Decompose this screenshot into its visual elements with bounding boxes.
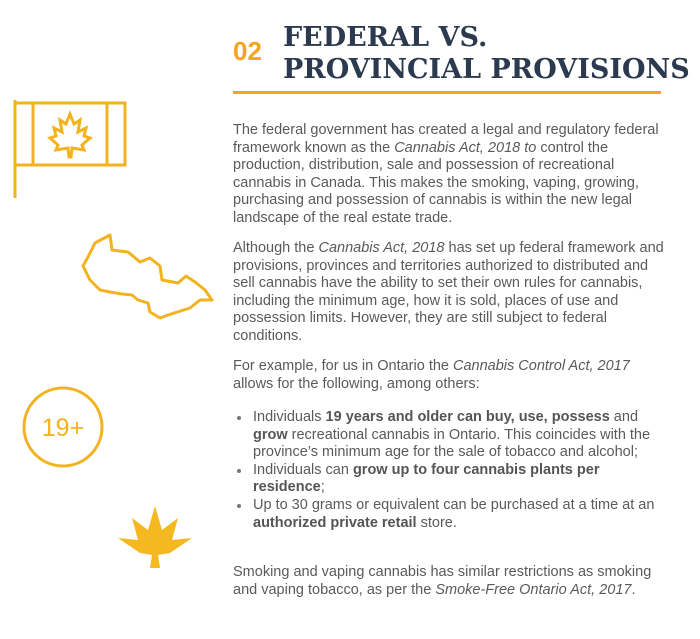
italic-text: Smoke-Free Ontario Act, 2017 bbox=[435, 581, 632, 598]
title-line: PROVINCIAL PROVISIONS bbox=[283, 54, 690, 85]
paragraph: For example, for us in Ontario the Canna… bbox=[233, 358, 665, 393]
cannabis-icon bbox=[118, 506, 192, 568]
flag-icon bbox=[13, 100, 127, 198]
text-run: Individuals bbox=[253, 409, 326, 425]
text-run: recreational cannabis in Ontario. This c… bbox=[253, 426, 651, 461]
section-number: 02 bbox=[233, 36, 262, 66]
text-run: Up to 30 grams or equivalent can be purc… bbox=[253, 496, 655, 513]
bullet-list: Individuals 19 years and older can buy, … bbox=[233, 409, 665, 532]
bullet-item: Individuals 19 years and older can buy, … bbox=[237, 409, 665, 462]
text-run: has set up federal framework and provisi… bbox=[233, 240, 664, 344]
bold-text: grow up to four cannabis plants per resi… bbox=[253, 461, 600, 496]
title-rule bbox=[233, 91, 661, 94]
paragraph: Although the Cannabis Act, 2018 has set … bbox=[233, 240, 665, 346]
text-run: control the production, distribution, sa… bbox=[233, 139, 639, 226]
ontario-icon bbox=[81, 233, 214, 320]
text-run: ; bbox=[320, 479, 325, 496]
title-line: FEDERAL VS. bbox=[283, 22, 488, 53]
bold-text: 19 years and older can buy, use, possess bbox=[325, 409, 610, 425]
text-run: The federal government has created a leg… bbox=[233, 122, 659, 156]
icons: 19+ bbox=[13, 100, 214, 568]
text-run: and bbox=[609, 409, 639, 425]
text-run: Although the bbox=[233, 240, 319, 256]
text-run: Smoking and vaping cannabis has similar … bbox=[233, 564, 652, 598]
text-run: store. bbox=[416, 514, 457, 531]
age-icon bbox=[22, 386, 104, 468]
bullet-item: Up to 30 grams or equivalent can be purc… bbox=[237, 496, 665, 532]
section-title: FEDERAL VS. PROVINCIAL PROVISIONS bbox=[283, 22, 690, 86]
bullet-item: Individuals can grow up to four cannabis… bbox=[237, 461, 665, 497]
italic-text: Cannabis Control Act, 2017 bbox=[453, 358, 630, 374]
bold-text: authorized private retail bbox=[253, 514, 417, 531]
italic-text: Cannabis Act, 2018 bbox=[318, 240, 445, 256]
italic-text: Cannabis Act, 2018 to bbox=[394, 139, 537, 156]
text-run: Individuals can bbox=[253, 461, 353, 478]
bold-text: grow bbox=[253, 426, 288, 443]
text-run: For example, for us in Ontario the bbox=[233, 358, 454, 374]
text-run: allows for the following, among others: bbox=[233, 375, 480, 392]
paragraph: The federal government has created a leg… bbox=[233, 122, 665, 228]
paragraph: Smoking and vaping cannabis has similar … bbox=[233, 564, 665, 599]
text-run: . bbox=[631, 581, 636, 598]
age-label: 19+ bbox=[42, 414, 84, 442]
